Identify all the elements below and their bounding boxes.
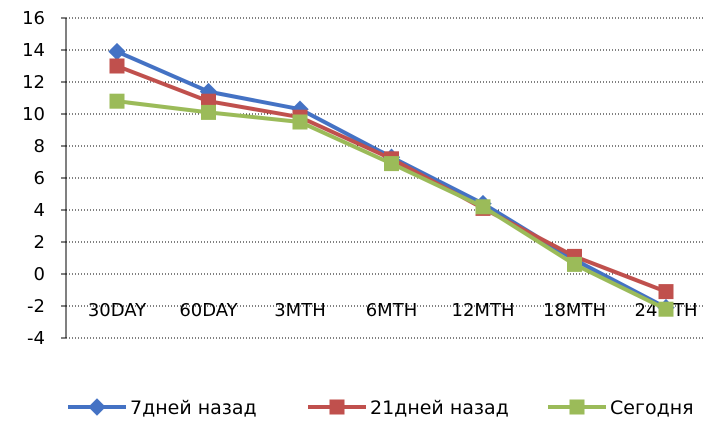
data-point-marker (109, 58, 125, 74)
series-group (109, 58, 674, 300)
data-point-marker (567, 256, 582, 272)
x-tick-labels: 30DAY60DAY3MTH6MTH12MTH18MTH24MTH (88, 300, 698, 321)
series-lines (108, 42, 675, 317)
legend-label: Сегодня (610, 397, 694, 419)
y-tick-label: -2 (27, 296, 45, 317)
data-point-marker (109, 93, 125, 109)
data-point-marker (569, 399, 585, 415)
data-point-marker (329, 399, 345, 415)
legend-item: Сегодня (548, 397, 694, 419)
data-point-marker (108, 42, 126, 61)
y-tick-label: 2 (34, 232, 45, 253)
gridlines (66, 17, 704, 339)
series-group (108, 42, 675, 317)
data-point-marker (658, 284, 674, 300)
x-tick-label: 30DAY (88, 300, 147, 321)
y-tick-label: 6 (34, 168, 45, 189)
y-tick-label: 10 (22, 104, 45, 125)
x-tick-label: 6MTH (366, 300, 418, 321)
legend-item: 7дней назад (68, 397, 257, 419)
data-point-marker (201, 104, 216, 120)
y-tick-label: 0 (34, 264, 45, 285)
data-point-marker (88, 398, 106, 416)
series-line (115, 64, 668, 294)
y-tick-labels: -4 -2 0 2 4 6 8 10 12 14 16 (22, 8, 45, 349)
y-tick-label: 14 (22, 40, 45, 61)
legend: 7дней назад 21дней назад Сегодня (68, 397, 694, 419)
series-group (109, 93, 674, 317)
y-tick-label: 16 (22, 8, 45, 29)
y-tick-label: -4 (27, 328, 45, 349)
legend-label: 21дней назад (370, 397, 509, 419)
data-point-marker (475, 199, 491, 215)
x-tick-label: 3MTH (274, 300, 326, 321)
y-tick-label: 8 (34, 136, 45, 157)
x-tick-label: 18MTH (543, 300, 606, 321)
y-tick-label: 4 (34, 200, 45, 221)
legend-label: 7дней назад (130, 397, 257, 419)
data-point-marker (292, 114, 308, 130)
legend-item: 21дней назад (308, 397, 509, 419)
data-point-marker (384, 156, 399, 172)
y-tick-label: 12 (22, 72, 45, 93)
y-axis (61, 17, 67, 339)
x-tick-label: 60DAY (179, 300, 238, 321)
series-line (115, 99, 668, 312)
x-tick-label: 12MTH (452, 300, 515, 321)
data-point-marker (658, 301, 674, 317)
